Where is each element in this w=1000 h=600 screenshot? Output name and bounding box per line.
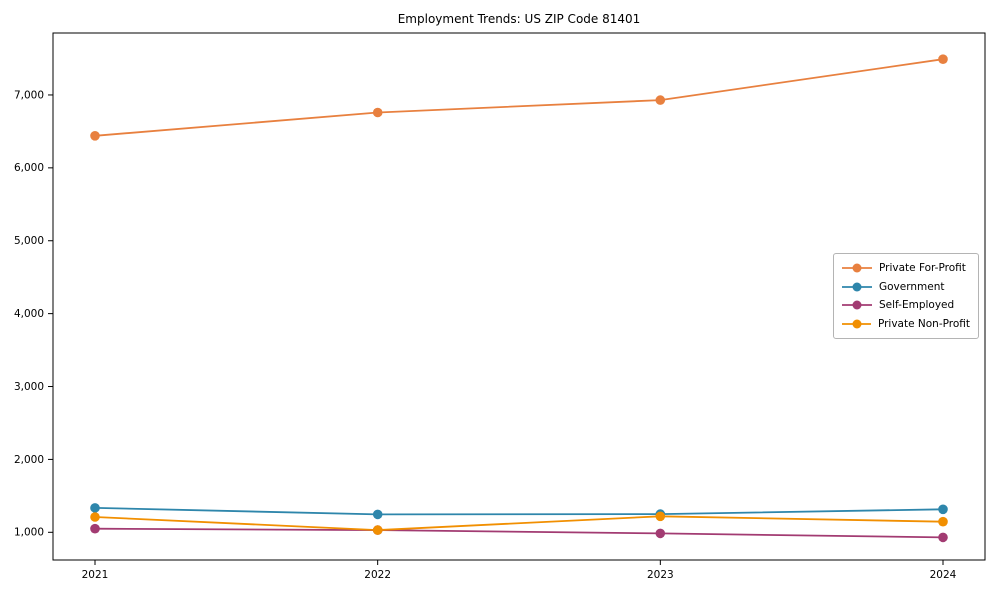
legend-line-marker-icon <box>842 263 872 273</box>
series-marker <box>372 509 383 520</box>
series-marker <box>90 512 100 522</box>
legend-item: Private For-Profit <box>842 259 970 278</box>
series-marker <box>655 511 666 522</box>
series-marker <box>90 523 100 534</box>
y-tick-label: 5,000 <box>14 235 44 247</box>
legend: Private For-Profit Government Self-Employe… <box>833 253 979 339</box>
x-tick-label: 2022 <box>364 569 391 581</box>
legend-label: Private Non-Profit <box>877 317 970 330</box>
y-tick-label: 4,000 <box>14 308 44 320</box>
legend-label: Self-Employed <box>879 299 955 312</box>
series-line <box>94 515 944 532</box>
series-marker <box>938 504 948 515</box>
series-marker <box>655 95 666 105</box>
series-marker <box>655 528 666 539</box>
axes-spines <box>52 32 986 561</box>
legend-line-marker-icon <box>842 282 872 292</box>
series-marker <box>938 516 948 527</box>
series-line <box>94 527 944 539</box>
y-tick-label: 7,000 <box>14 89 44 101</box>
x-tick-label: 2024 <box>930 569 957 581</box>
y-tick-label: 3,000 <box>14 381 44 393</box>
y-tick-label: 6,000 <box>14 162 44 174</box>
series-marker <box>938 54 948 64</box>
x-tick-label: 2023 <box>647 569 674 581</box>
series-marker <box>938 532 948 543</box>
series-line <box>94 507 944 516</box>
legend-item: Private Non-Profit <box>842 315 970 334</box>
legend-line-marker-icon <box>842 319 871 329</box>
series-line <box>94 58 944 137</box>
series-marker <box>372 525 383 535</box>
chart-title: Employment Trends: US ZIP Code 81401 <box>397 12 641 26</box>
series-marker <box>372 107 383 118</box>
legend-line-marker-icon <box>842 300 872 310</box>
x-tick-label: 2021 <box>82 569 109 581</box>
legend-label: Private For-Profit <box>879 262 966 275</box>
y-tick-label: 1,000 <box>14 527 44 539</box>
series-marker <box>90 503 100 513</box>
y-tick-label: 2,000 <box>14 454 44 466</box>
series-marker <box>90 131 100 141</box>
legend-item: Self-Employed <box>842 296 970 315</box>
legend-item: Government <box>842 278 970 297</box>
legend-label: Government <box>879 280 945 293</box>
